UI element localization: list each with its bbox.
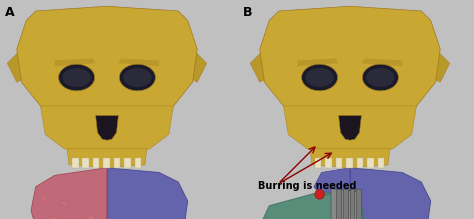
- Bar: [346, 158, 353, 168]
- Bar: [135, 158, 141, 168]
- Polygon shape: [314, 168, 350, 196]
- Bar: [93, 158, 100, 168]
- Bar: [315, 158, 321, 168]
- Bar: [103, 158, 110, 168]
- Text: A: A: [5, 6, 15, 19]
- Polygon shape: [55, 58, 96, 66]
- Ellipse shape: [63, 68, 91, 87]
- Polygon shape: [283, 106, 417, 156]
- Ellipse shape: [61, 201, 68, 206]
- Ellipse shape: [301, 64, 337, 91]
- Bar: [356, 158, 363, 168]
- Polygon shape: [7, 49, 31, 82]
- Bar: [336, 189, 341, 219]
- Ellipse shape: [50, 216, 59, 219]
- Ellipse shape: [59, 64, 95, 91]
- Bar: [336, 158, 342, 168]
- Bar: [343, 189, 347, 219]
- Polygon shape: [40, 106, 173, 156]
- Text: Burring is needed: Burring is needed: [258, 181, 356, 191]
- Bar: [378, 158, 384, 168]
- Polygon shape: [250, 49, 274, 82]
- Polygon shape: [31, 168, 107, 219]
- Bar: [325, 158, 332, 168]
- Bar: [72, 158, 79, 168]
- Polygon shape: [96, 115, 118, 140]
- Ellipse shape: [41, 195, 48, 202]
- Polygon shape: [183, 49, 207, 82]
- Circle shape: [315, 190, 324, 199]
- Polygon shape: [17, 6, 197, 127]
- Polygon shape: [338, 115, 361, 140]
- Bar: [124, 158, 131, 168]
- Polygon shape: [350, 168, 431, 219]
- Ellipse shape: [366, 68, 395, 87]
- Ellipse shape: [123, 68, 152, 87]
- Bar: [367, 158, 374, 168]
- Polygon shape: [107, 168, 188, 219]
- Bar: [114, 158, 120, 168]
- Ellipse shape: [70, 183, 74, 189]
- Ellipse shape: [305, 68, 334, 87]
- Polygon shape: [67, 149, 147, 168]
- Polygon shape: [118, 58, 159, 66]
- Ellipse shape: [87, 214, 96, 219]
- Polygon shape: [331, 189, 361, 219]
- Ellipse shape: [119, 64, 155, 91]
- Text: B: B: [243, 6, 253, 19]
- Polygon shape: [260, 6, 440, 127]
- Polygon shape: [263, 191, 364, 219]
- Polygon shape: [310, 149, 390, 168]
- Polygon shape: [361, 58, 402, 66]
- Polygon shape: [426, 49, 450, 82]
- Bar: [349, 189, 354, 219]
- Ellipse shape: [362, 64, 399, 91]
- Bar: [356, 189, 361, 219]
- Polygon shape: [298, 58, 338, 66]
- Bar: [82, 158, 89, 168]
